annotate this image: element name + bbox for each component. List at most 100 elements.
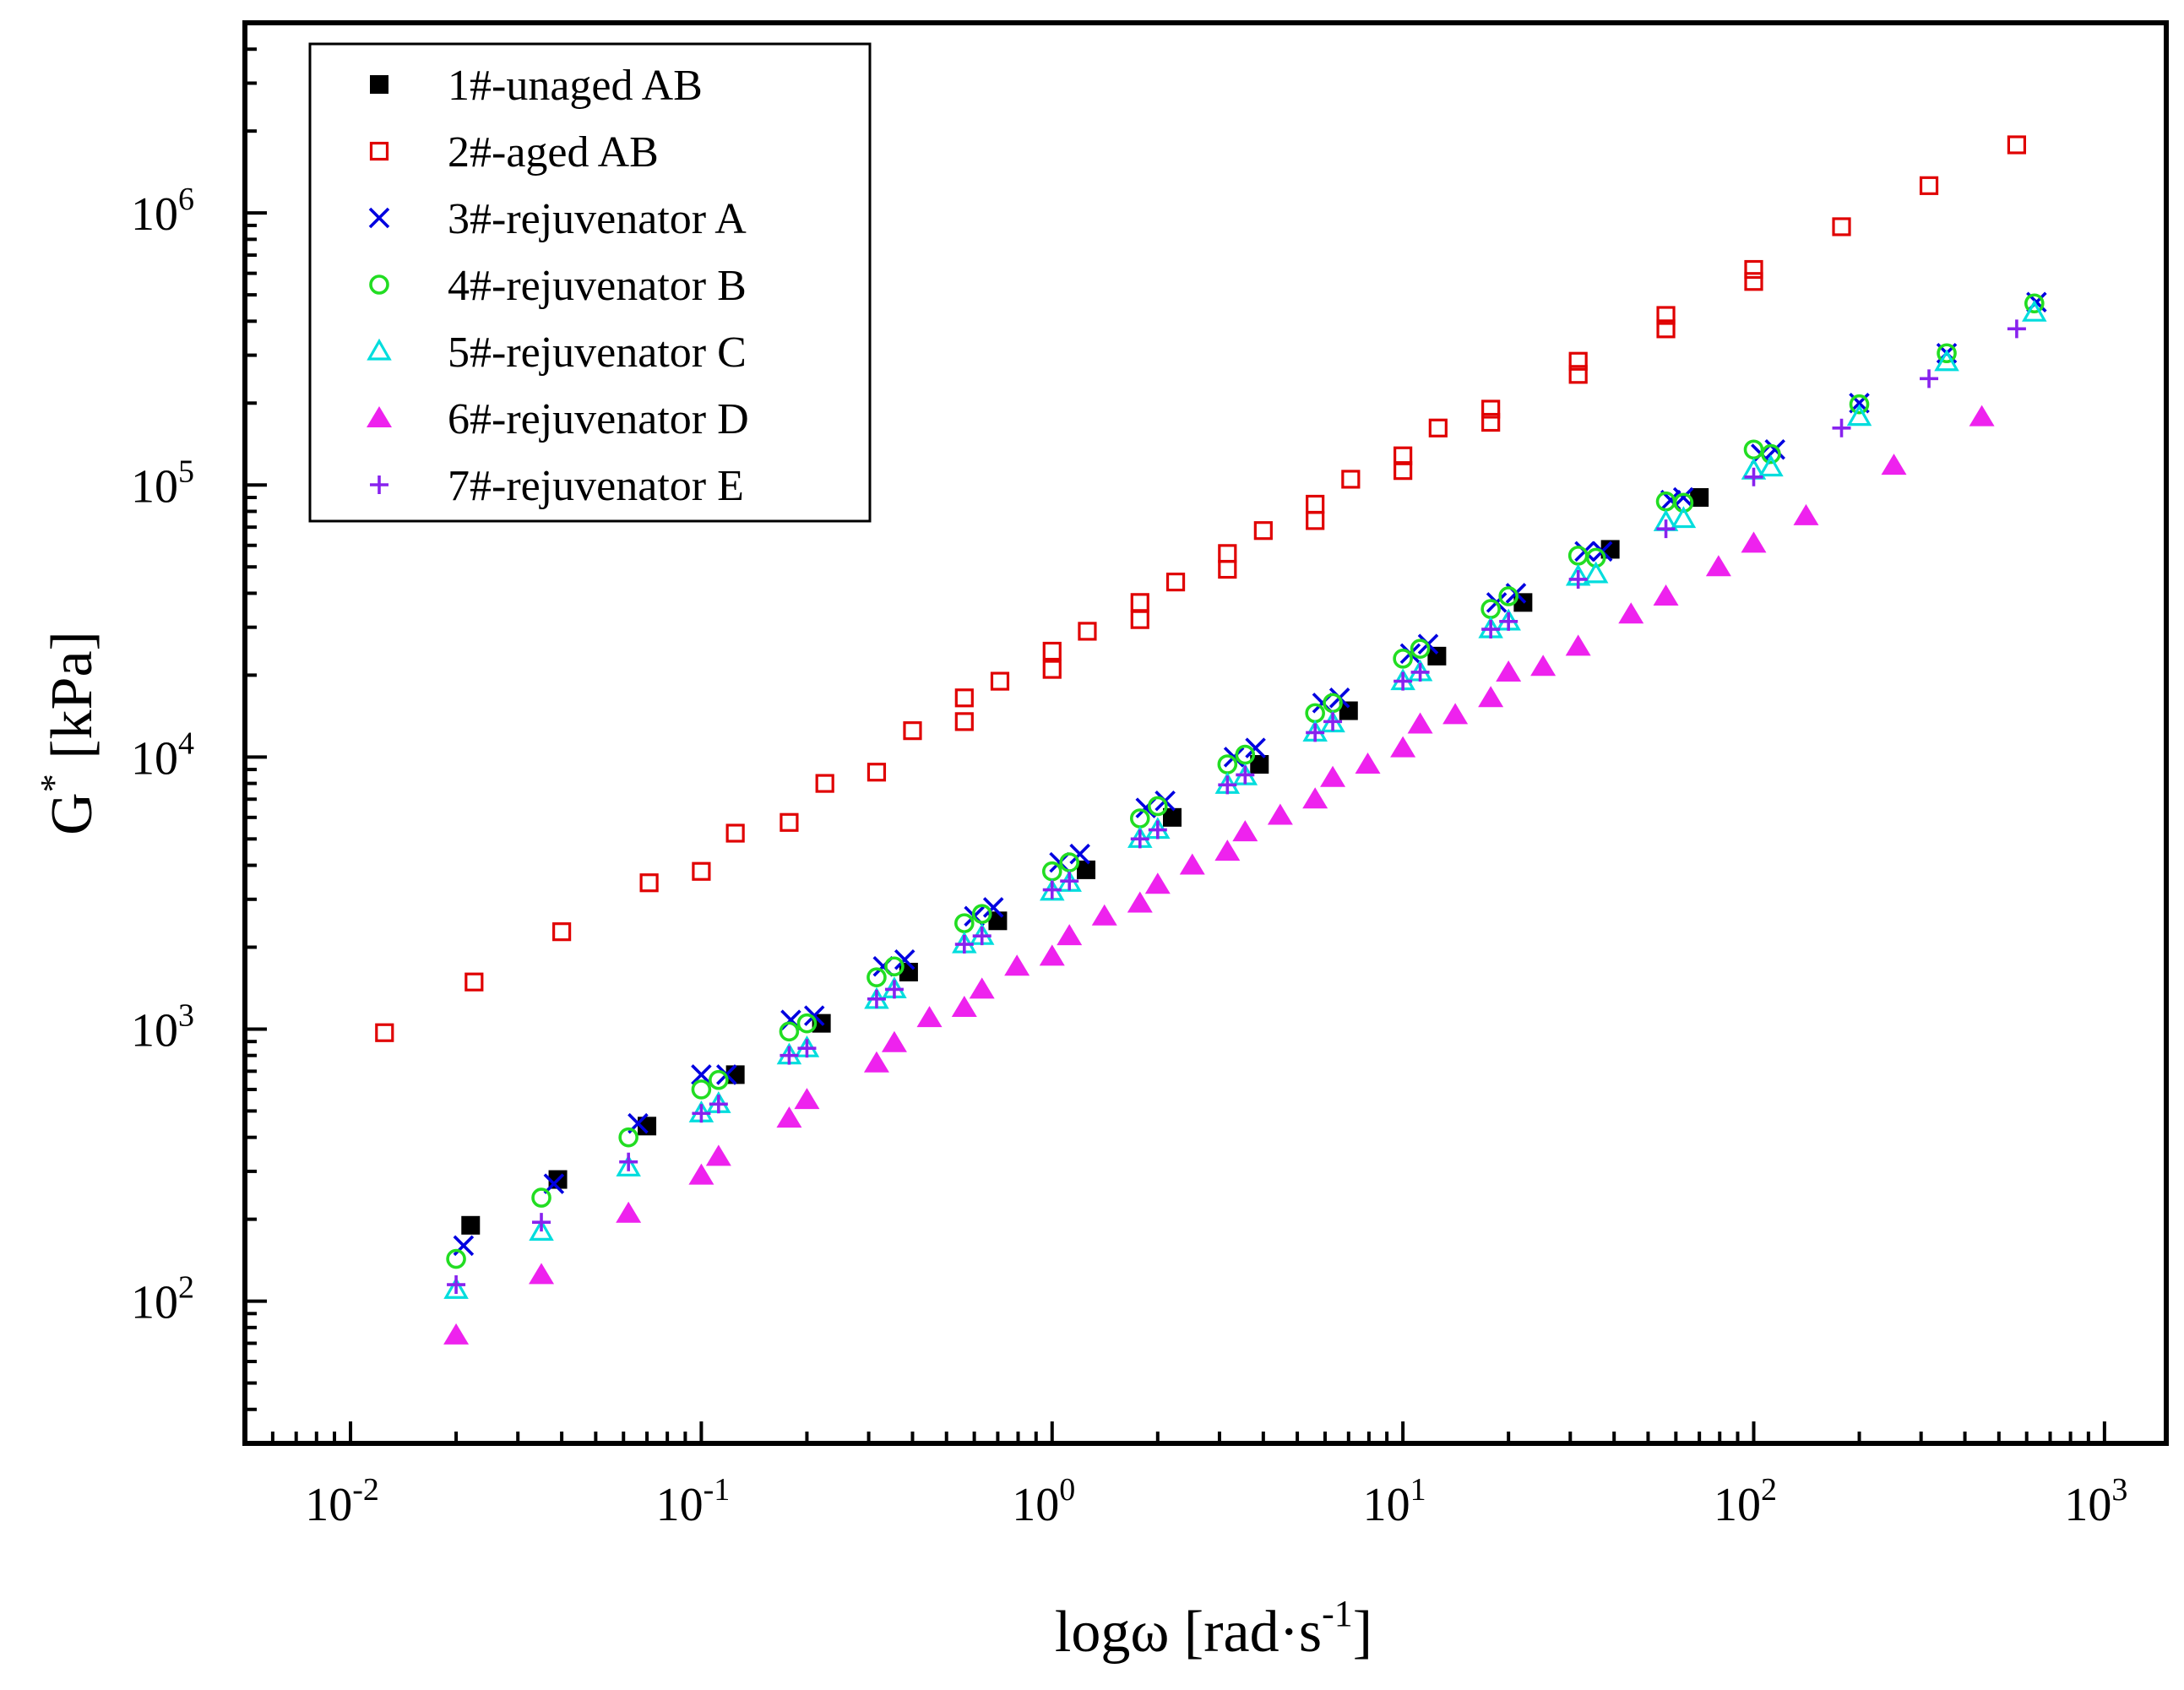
series-6 bbox=[443, 405, 1995, 1345]
data-point bbox=[1656, 319, 1676, 339]
data-point bbox=[1744, 259, 1763, 280]
data-point bbox=[1937, 343, 1957, 364]
legend-marker bbox=[370, 475, 388, 494]
data-point bbox=[616, 1155, 641, 1176]
data-point bbox=[903, 721, 922, 741]
x-tick-labels: 10-2 10-1 100 101 102 103 bbox=[305, 1472, 2127, 1531]
data-point bbox=[1690, 487, 1709, 507]
data-point bbox=[1481, 620, 1501, 639]
data-point bbox=[884, 980, 904, 999]
data-point bbox=[867, 763, 887, 782]
data-point bbox=[619, 1152, 638, 1171]
data-point bbox=[1042, 880, 1062, 899]
data-point bbox=[375, 1023, 394, 1042]
legend-item: 1#-unaged AB bbox=[370, 62, 703, 110]
x-tick-label: 10-2 bbox=[305, 1472, 379, 1531]
data-point bbox=[815, 774, 834, 793]
legend-label: 5#-rejuvenator C bbox=[448, 329, 747, 377]
data-point bbox=[1077, 860, 1096, 879]
data-point bbox=[1744, 467, 1763, 486]
data-point bbox=[1148, 820, 1167, 840]
data-point bbox=[1393, 649, 1413, 669]
legend-marker bbox=[370, 75, 388, 94]
data-point bbox=[1320, 765, 1346, 787]
data-point bbox=[447, 1275, 466, 1295]
legend-marker bbox=[369, 141, 389, 161]
data-point bbox=[1355, 753, 1381, 774]
y-tick-label: 105 bbox=[131, 454, 194, 513]
y-tick-label: 102 bbox=[131, 1270, 194, 1329]
data-point bbox=[1069, 843, 1090, 865]
data-point bbox=[1741, 531, 1767, 553]
data-point bbox=[1832, 217, 1851, 236]
data-point bbox=[639, 873, 659, 893]
data-point bbox=[1583, 561, 1609, 584]
data-point bbox=[1235, 744, 1256, 765]
data-point bbox=[1232, 820, 1258, 842]
data-point bbox=[1039, 944, 1065, 966]
data-point bbox=[1148, 796, 1168, 817]
data-point bbox=[1306, 494, 1325, 514]
legend-label: 3#-rejuvenator A bbox=[448, 195, 747, 243]
data-point bbox=[1568, 351, 1588, 371]
legend-marker bbox=[367, 338, 392, 361]
legend-label: 6#-rejuvenator D bbox=[448, 395, 749, 443]
data-point bbox=[1920, 369, 1939, 389]
data-point bbox=[1478, 686, 1504, 708]
data-point bbox=[1302, 787, 1328, 809]
data-point bbox=[1341, 470, 1361, 489]
data-point bbox=[954, 935, 974, 954]
data-point bbox=[1656, 306, 1676, 325]
x-tick-label: 101 bbox=[1363, 1472, 1426, 1531]
data-point bbox=[1394, 671, 1413, 691]
data-point bbox=[894, 948, 915, 970]
legend-item: 2#-aged AB bbox=[369, 128, 659, 177]
y-tick-label: 104 bbox=[131, 725, 194, 785]
data-point bbox=[1410, 639, 1431, 659]
data-point bbox=[1481, 399, 1501, 419]
data-point bbox=[916, 1006, 943, 1028]
data-point bbox=[1428, 418, 1448, 437]
data-point bbox=[709, 1069, 729, 1090]
legend: 1#-unaged AB 2#-aged AB 3#-rejuvenator A 4#… bbox=[367, 62, 749, 510]
data-point bbox=[1179, 853, 1205, 875]
data-points bbox=[375, 135, 2047, 1345]
data-point bbox=[1057, 924, 1083, 946]
data-point bbox=[2022, 299, 2047, 322]
y-tick-labels: 102 103 104 105 106 bbox=[131, 182, 194, 1329]
x-tick-label: 103 bbox=[2064, 1472, 2127, 1531]
data-point bbox=[1042, 641, 1062, 661]
data-point bbox=[972, 927, 991, 946]
data-point bbox=[532, 1213, 551, 1232]
data-point bbox=[465, 972, 484, 992]
data-point bbox=[954, 688, 974, 708]
data-point bbox=[1656, 519, 1676, 539]
data-point bbox=[1267, 803, 1293, 825]
data-point bbox=[2007, 319, 2026, 339]
data-point bbox=[1565, 634, 1591, 656]
data-point bbox=[618, 1127, 638, 1148]
data-point bbox=[1671, 506, 1697, 529]
data-point bbox=[529, 1219, 554, 1241]
data-point bbox=[443, 1277, 469, 1299]
data-point bbox=[1236, 765, 1255, 785]
data-point bbox=[1568, 365, 1588, 384]
y-axis-title: G* [kPa] bbox=[33, 631, 105, 835]
legend-label: 1#-unaged AB bbox=[448, 62, 703, 110]
data-point bbox=[709, 1095, 728, 1114]
data-point bbox=[1078, 622, 1097, 641]
data-point bbox=[803, 1005, 825, 1026]
data-point bbox=[1832, 418, 1851, 437]
data-point bbox=[954, 712, 974, 731]
data-point bbox=[692, 861, 711, 881]
data-point bbox=[1744, 272, 1763, 291]
legend-label: 7#-rejuvenator E bbox=[448, 462, 744, 510]
data-point bbox=[1144, 872, 1171, 894]
data-point bbox=[529, 1263, 555, 1285]
data-point bbox=[796, 1013, 818, 1034]
data-point bbox=[990, 671, 1010, 691]
data-point bbox=[725, 1065, 745, 1084]
data-point bbox=[1060, 872, 1079, 891]
data-point bbox=[446, 1248, 466, 1269]
data-point bbox=[1245, 737, 1266, 758]
